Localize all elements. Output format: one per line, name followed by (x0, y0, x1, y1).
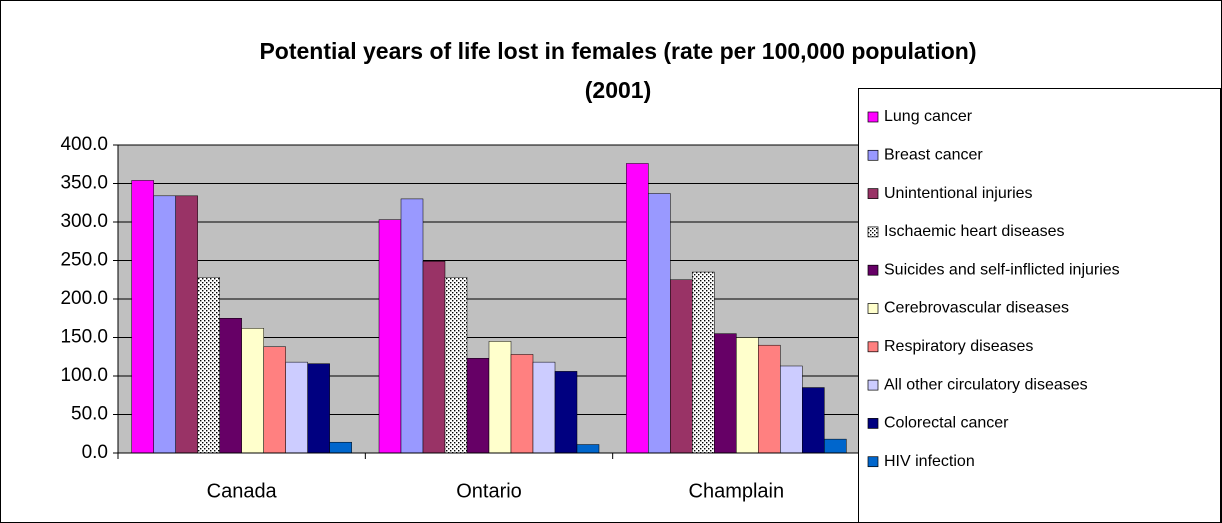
legend-swatch (867, 341, 879, 353)
x-tick-label: Canada (207, 480, 278, 502)
legend-swatch (867, 379, 879, 391)
chart-title: (2001) (585, 77, 651, 103)
bar (648, 193, 671, 454)
bar (378, 219, 402, 454)
bar (197, 277, 220, 454)
legend-swatch (867, 188, 879, 199)
bar (466, 358, 490, 454)
bar (175, 195, 198, 454)
bar (576, 444, 600, 454)
bar (131, 180, 154, 454)
bar (263, 346, 286, 454)
bar (153, 195, 176, 454)
bar (692, 271, 715, 454)
bar (670, 279, 693, 454)
legend-swatch (867, 226, 879, 238)
y-tick-label: 200.0 (60, 288, 108, 309)
bar (329, 441, 352, 454)
bar (802, 387, 825, 454)
legend-label: Lung cancer (884, 108, 973, 125)
bar (780, 365, 803, 454)
legend-label: Cerebrovascular diseases (884, 300, 1069, 317)
legend-label: Respiratory diseases (884, 338, 1033, 355)
bar (714, 333, 737, 454)
bar (285, 361, 308, 454)
x-tick-label: Champlain (689, 480, 785, 502)
bar (444, 277, 468, 454)
legend-swatch (867, 111, 879, 123)
y-tick-label: 350.0 (60, 173, 108, 194)
bar (241, 328, 264, 454)
bar (758, 344, 781, 454)
legend-box (858, 88, 1221, 523)
legend-swatch (867, 264, 879, 276)
x-tick-label: Ontario (456, 480, 522, 502)
y-tick-label: 100.0 (60, 365, 108, 386)
y-tick-label: 250.0 (60, 250, 108, 271)
bar (219, 318, 242, 454)
bar (307, 363, 330, 454)
y-tick-label: 150.0 (60, 327, 108, 348)
bar (554, 371, 578, 454)
legend-label: Ischaemic heart diseases (884, 223, 1065, 240)
legend-swatch (867, 303, 879, 314)
bar (532, 361, 556, 454)
y-tick-label: 300.0 (60, 211, 108, 232)
legend-label: Breast cancer (884, 147, 983, 164)
legend-label: All other circulatory diseases (884, 376, 1088, 393)
y-tick-label: 50.0 (71, 404, 108, 425)
bar (510, 354, 534, 454)
bar (626, 163, 649, 454)
legend-swatch (867, 149, 879, 161)
bar (400, 198, 424, 454)
legend-label: Suicides and self-inflicted injuries (884, 261, 1120, 278)
legend-swatch (867, 456, 879, 468)
chart-title: Potential years of life lost in females … (259, 38, 976, 64)
bar (824, 438, 847, 454)
legend-swatch (867, 418, 879, 429)
bar (422, 261, 446, 454)
y-tick-label: 0.0 (82, 442, 108, 463)
y-tick-label: 400.0 (60, 134, 108, 155)
legend-label: Colorectal cancer (884, 415, 1009, 432)
legend-label: HIV infection (884, 453, 975, 470)
bar (736, 337, 759, 454)
bar (488, 341, 512, 454)
legend-label: Unintentional injuries (884, 185, 1033, 202)
